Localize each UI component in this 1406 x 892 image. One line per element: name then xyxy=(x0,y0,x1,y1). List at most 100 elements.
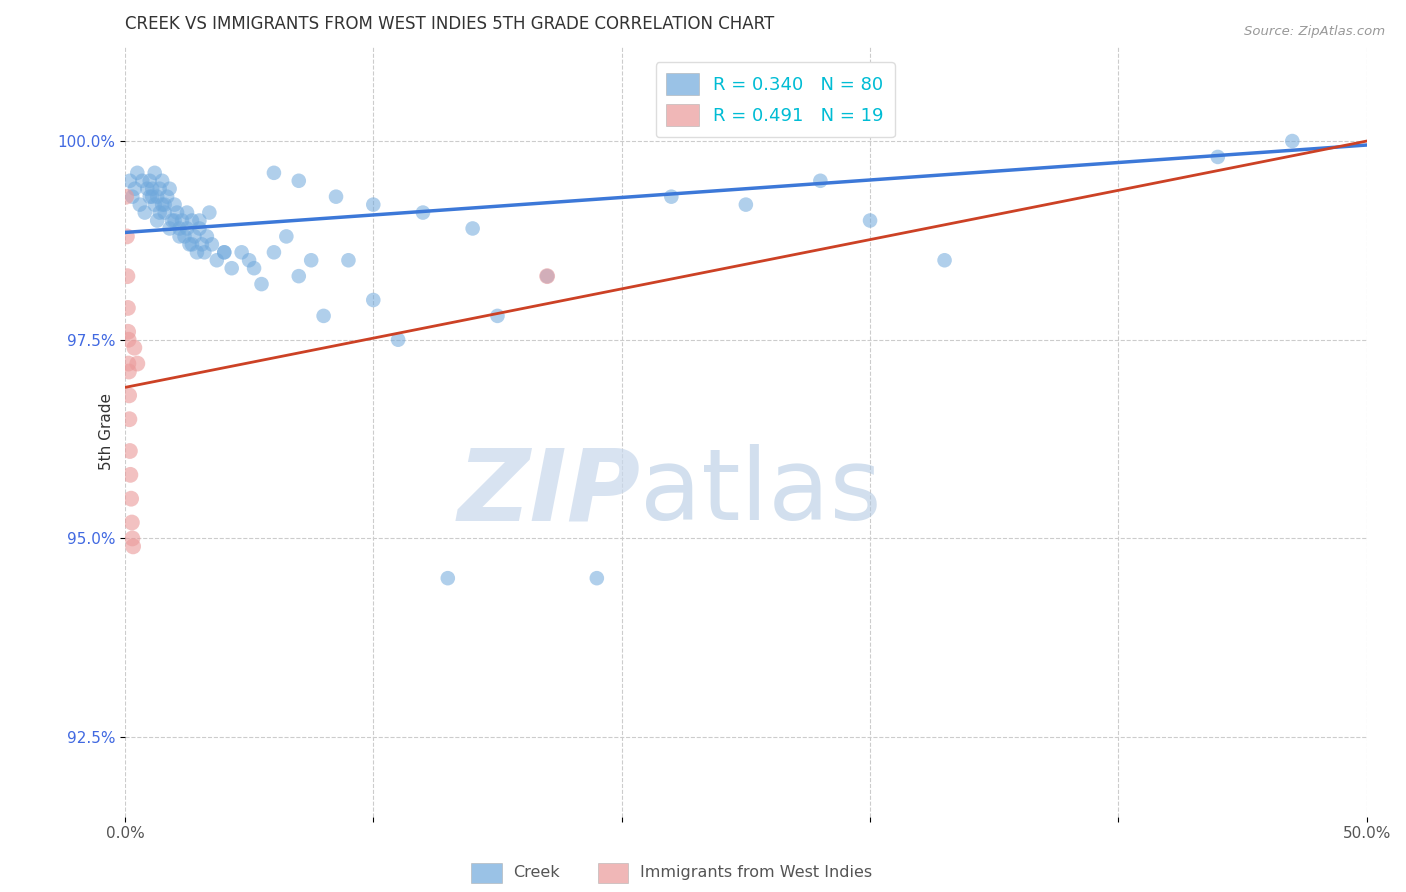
Point xyxy=(859,213,882,227)
Point xyxy=(150,197,173,211)
Y-axis label: 5th Grade: 5th Grade xyxy=(98,392,114,469)
Point xyxy=(118,388,141,402)
Text: Creek: Creek xyxy=(513,865,560,880)
Point xyxy=(243,261,266,276)
Point xyxy=(141,182,163,196)
Point xyxy=(934,253,956,268)
Point xyxy=(201,237,224,252)
Point xyxy=(1206,150,1229,164)
Point xyxy=(198,205,221,219)
Point xyxy=(361,293,384,307)
Point xyxy=(115,189,138,203)
Point xyxy=(585,571,607,585)
Point xyxy=(808,174,831,188)
Text: Source: ZipAtlas.com: Source: ZipAtlas.com xyxy=(1244,25,1385,38)
Point xyxy=(169,221,191,235)
Point xyxy=(127,357,149,371)
Point xyxy=(173,229,195,244)
Point xyxy=(325,189,347,203)
Point xyxy=(312,309,335,323)
Point xyxy=(139,174,162,188)
Point xyxy=(287,174,309,188)
Point xyxy=(136,182,159,196)
Point xyxy=(169,229,191,244)
Point xyxy=(212,245,235,260)
Point xyxy=(120,491,142,506)
Point xyxy=(387,333,409,347)
Point xyxy=(117,325,139,339)
Point xyxy=(193,245,215,260)
Point xyxy=(117,269,139,284)
Point xyxy=(143,197,166,211)
Text: Immigrants from West Indies: Immigrants from West Indies xyxy=(640,865,872,880)
Point xyxy=(122,540,145,554)
Point xyxy=(461,221,484,235)
Point xyxy=(179,237,201,252)
Point xyxy=(263,166,285,180)
Point xyxy=(118,412,141,426)
Point xyxy=(127,166,149,180)
Point xyxy=(128,197,150,211)
Point xyxy=(205,253,228,268)
Point xyxy=(118,365,141,379)
Point xyxy=(120,467,142,482)
Point xyxy=(181,237,204,252)
Point xyxy=(156,189,179,203)
Point xyxy=(221,261,243,276)
Point xyxy=(238,253,260,268)
Point xyxy=(436,571,458,585)
Point xyxy=(1281,134,1303,148)
Point xyxy=(181,213,204,227)
Point xyxy=(287,269,309,284)
Point xyxy=(121,189,143,203)
Point xyxy=(188,213,211,227)
Point xyxy=(176,205,198,219)
Point xyxy=(166,205,188,219)
Point xyxy=(337,253,360,268)
Point xyxy=(361,197,384,211)
Point xyxy=(117,301,139,315)
Point xyxy=(146,213,169,227)
Point xyxy=(121,516,143,530)
Point xyxy=(149,182,172,196)
Point xyxy=(412,205,434,219)
Point xyxy=(153,205,176,219)
Point xyxy=(536,269,558,284)
Point xyxy=(131,174,153,188)
Point xyxy=(121,532,143,546)
Point xyxy=(263,245,285,260)
Point xyxy=(163,213,186,227)
Legend: R = 0.340   N = 80, R = 0.491   N = 19: R = 0.340 N = 80, R = 0.491 N = 19 xyxy=(655,62,894,137)
Text: atlas: atlas xyxy=(640,444,882,541)
Point xyxy=(124,182,146,196)
Point xyxy=(176,221,198,235)
Point xyxy=(115,229,138,244)
Point xyxy=(170,213,193,227)
Point xyxy=(191,237,214,252)
Point xyxy=(149,205,172,219)
Point xyxy=(141,189,163,203)
Point xyxy=(150,174,173,188)
Point xyxy=(188,221,211,235)
Point xyxy=(250,277,273,291)
Point xyxy=(212,245,235,260)
Text: ZIP: ZIP xyxy=(457,444,640,541)
Point xyxy=(159,182,181,196)
Point xyxy=(118,444,141,458)
Point xyxy=(117,333,139,347)
Point xyxy=(143,166,166,180)
Point xyxy=(163,197,186,211)
Point xyxy=(536,269,558,284)
Point xyxy=(160,213,183,227)
Point xyxy=(118,174,141,188)
Point xyxy=(276,229,298,244)
Point xyxy=(486,309,509,323)
Point xyxy=(117,357,139,371)
Point xyxy=(195,229,218,244)
Point xyxy=(231,245,253,260)
Point xyxy=(659,189,682,203)
Point xyxy=(134,205,156,219)
Point xyxy=(186,245,208,260)
Point xyxy=(159,221,181,235)
Point xyxy=(183,229,205,244)
